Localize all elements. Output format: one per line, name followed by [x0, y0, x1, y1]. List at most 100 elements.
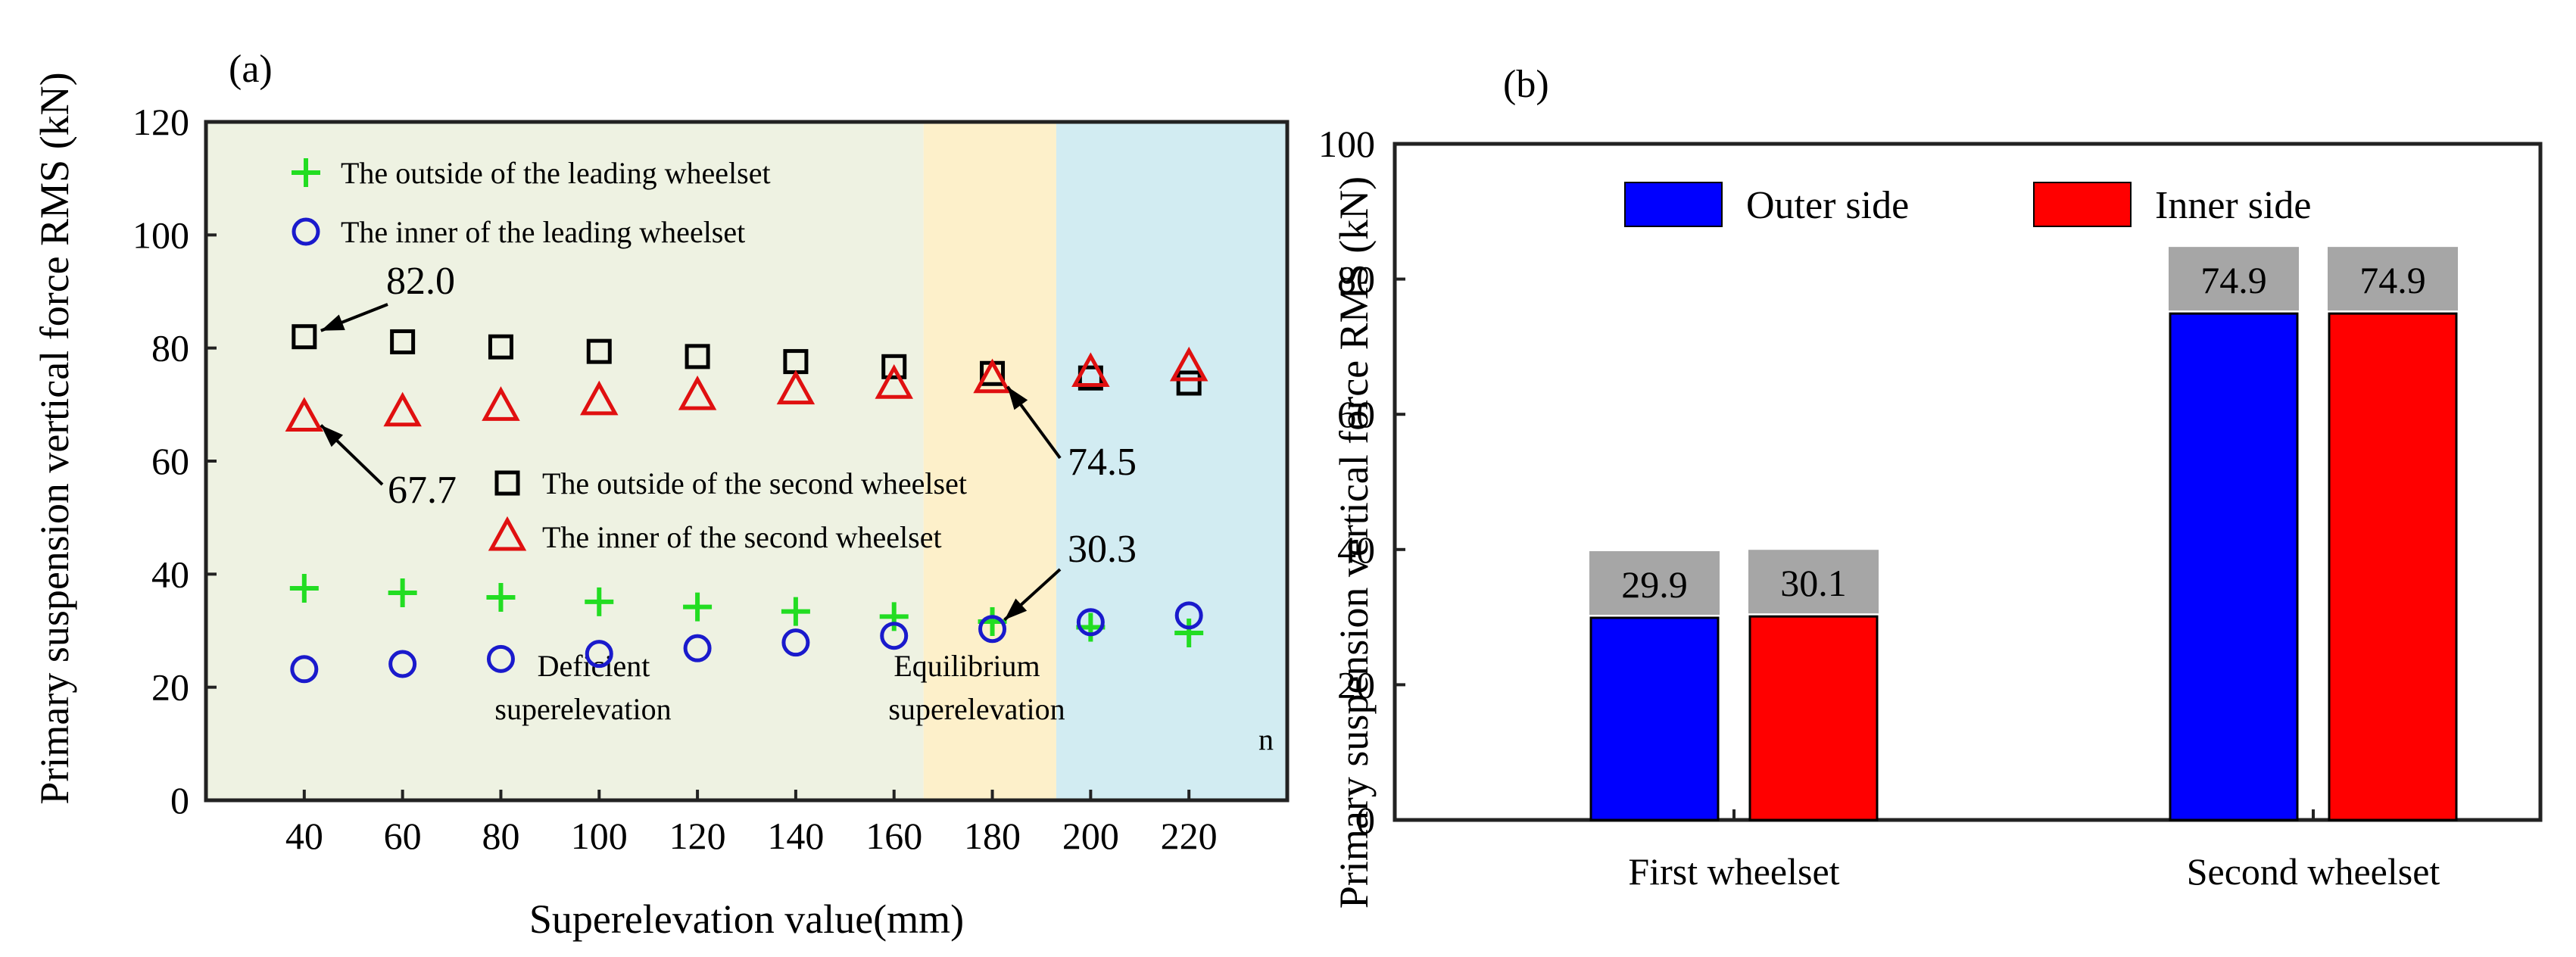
- axes-frame-b: [1392, 142, 2543, 822]
- bar-value-box: [2169, 247, 2299, 311]
- xtick-label-a: 140: [767, 815, 824, 857]
- xtick-label-a: 120: [669, 815, 726, 857]
- bar-value-label: 29.9: [1621, 563, 1688, 606]
- data-point: [289, 574, 319, 603]
- bar-value-label: 74.9: [2200, 259, 2267, 301]
- xtick-label-a: 160: [865, 815, 922, 857]
- panel-label-a: (a): [229, 48, 273, 91]
- region-0: [206, 122, 924, 800]
- data-point: [678, 375, 717, 410]
- ytick-label-b: 60: [1337, 393, 1375, 435]
- data-point: [683, 634, 712, 662]
- region-label-equilibrium: superelevation: [888, 692, 1065, 726]
- xtick-label-a: 200: [1062, 815, 1119, 857]
- xtick-label-a: 40: [285, 815, 323, 857]
- legend-marker-a: [488, 516, 527, 551]
- ytick-label-a: 100: [133, 214, 189, 256]
- ytick-label-b: 80: [1337, 258, 1375, 301]
- data-point: [881, 354, 907, 379]
- x-axis-label-a: Superelevation value(mm): [529, 896, 964, 942]
- series-a-0: [289, 574, 1204, 647]
- annotation-67-7: 67.7: [388, 469, 457, 512]
- data-point: [776, 369, 816, 405]
- data-point: [383, 391, 422, 427]
- legend-label-a: The inner of the leading wheelset: [341, 215, 745, 249]
- ytick-label-b: 20: [1337, 663, 1375, 706]
- legend-label-a: The outside of the second wheelset: [542, 466, 967, 500]
- data-point: [290, 655, 319, 684]
- ytick-label-a: 0: [170, 779, 189, 821]
- bar-value-box: [1589, 550, 1720, 615]
- panel-label-b: (b): [1503, 63, 1549, 106]
- legend-marker-a: [494, 470, 520, 496]
- region-label-equilibrium: Equilibrium: [893, 649, 1040, 683]
- xtick-label-a: 220: [1161, 815, 1218, 857]
- data-point: [1174, 601, 1203, 630]
- bar-outer-side: [1589, 616, 1720, 821]
- ytick-label-b: 100: [1318, 123, 1375, 165]
- data-point: [388, 650, 417, 678]
- xtick-label-a: 180: [964, 815, 1021, 857]
- legend-swatch-b: [1624, 182, 1723, 227]
- data-point: [390, 329, 416, 354]
- data-point: [586, 338, 612, 364]
- annotation-30-3: 30.3: [1068, 528, 1137, 571]
- data-point: [683, 592, 713, 622]
- data-point: [388, 578, 417, 607]
- y-axis-label-b: Primary suspension vertical force RMS (k…: [1331, 176, 1377, 909]
- data-point: [1071, 352, 1110, 388]
- data-point: [879, 602, 909, 631]
- xtick-label-a: 60: [384, 815, 422, 857]
- region-1: [923, 122, 1056, 800]
- data-point: [685, 344, 710, 369]
- data-point: [580, 380, 619, 416]
- ytick-label-a: 120: [133, 101, 189, 143]
- ytick-label-a: 40: [151, 553, 189, 595]
- data-point: [285, 397, 324, 432]
- bar-value-label: 74.9: [2359, 259, 2426, 301]
- legend-marker-a: [292, 217, 320, 246]
- annotation-arrow: [320, 303, 388, 332]
- bar-inner-side: [1748, 615, 1879, 821]
- bar-value-box: [2328, 247, 2458, 311]
- data-point: [880, 622, 909, 650]
- annotation-arrow-head: [1007, 386, 1028, 410]
- annotation-82: 82.0: [386, 260, 455, 303]
- bar-value-label: 30.1: [1780, 562, 1847, 604]
- ytick-label-a: 80: [151, 327, 189, 369]
- ytick-label-b: 40: [1337, 528, 1375, 571]
- region-label-excess: n: [1258, 722, 1274, 756]
- legend-label-a: The outside of the leading wheelset: [341, 156, 771, 190]
- data-point: [781, 597, 810, 626]
- data-point: [585, 640, 613, 669]
- data-point: [486, 582, 516, 612]
- legend-swatch-b: [2033, 182, 2132, 227]
- series-a-3: [285, 346, 1208, 432]
- xtick-label-b: First wheelset: [1628, 850, 1839, 893]
- annotation-arrow-head: [320, 314, 345, 331]
- legend-label-a: The inner of the second wheelset: [542, 520, 942, 554]
- data-point: [978, 615, 1007, 644]
- data-point: [1176, 370, 1202, 396]
- region-2: [1056, 122, 1287, 800]
- ytick-label-b: 0: [1356, 799, 1375, 841]
- data-point: [292, 324, 317, 350]
- xtick-label-a: 100: [571, 815, 628, 857]
- annotation-arrow: [1006, 385, 1062, 460]
- data-point: [482, 386, 520, 421]
- data-point: [875, 364, 913, 399]
- bar-value-box: [1748, 550, 1879, 614]
- xtick-label-a: 80: [482, 815, 519, 857]
- ytick-label-a: 20: [151, 666, 189, 709]
- data-point: [585, 587, 614, 616]
- data-point: [1174, 618, 1204, 647]
- bar-inner-side: [2328, 312, 2458, 821]
- region-label-deficient: superelevation: [494, 692, 671, 726]
- data-point: [1169, 346, 1208, 382]
- y-axis-label-a: Primary suspension vertical force RMS (k…: [32, 72, 77, 804]
- legend-label-b: Inner side: [2155, 184, 2311, 227]
- annotation-arrow-head: [1004, 598, 1028, 620]
- annotation-arrow: [320, 424, 384, 486]
- legend-label-b: Outer side: [1746, 184, 1909, 227]
